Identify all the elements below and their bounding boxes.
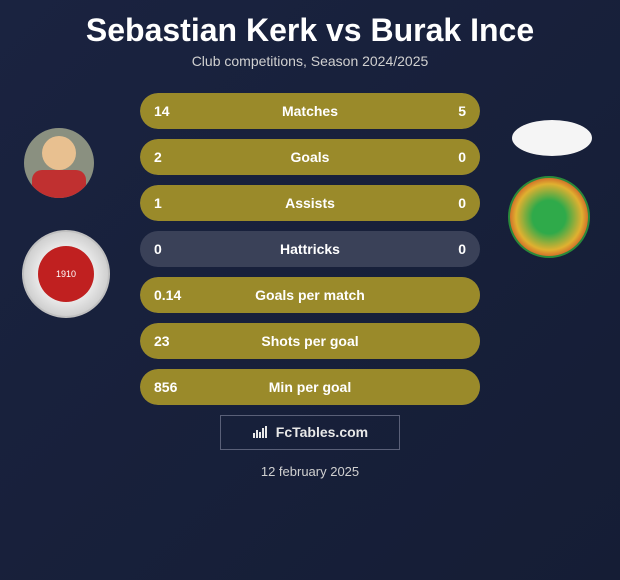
stat-row: 2 0 Goals — [140, 139, 480, 175]
stat-value-left: 2 — [154, 149, 162, 165]
stat-value-left: 1 — [154, 195, 162, 211]
stat-label: Min per goal — [269, 379, 351, 395]
player-right-photo — [512, 120, 592, 156]
stat-row: 856 Min per goal — [140, 369, 480, 405]
stat-row: 0.14 Goals per match — [140, 277, 480, 313]
stat-value-right: 0 — [458, 149, 466, 165]
player-left-photo — [24, 128, 94, 198]
stat-value-left: 23 — [154, 333, 170, 349]
stat-label: Goals — [291, 149, 330, 165]
stat-label: Matches — [282, 103, 338, 119]
stats-container: 14 5 Matches 2 0 Goals 1 0 Assists 0 0 Hattricks 0.1… — [140, 85, 480, 405]
stat-row: 23 Shots per goal — [140, 323, 480, 359]
stat-row: 14 5 Matches — [140, 93, 480, 129]
stat-value-right: 5 — [458, 103, 466, 119]
club-left-badge: 1910 — [22, 230, 110, 318]
footer-date: 12 february 2025 — [0, 464, 620, 479]
stat-fill-left — [140, 93, 392, 129]
stat-label: Shots per goal — [261, 333, 358, 349]
club-right-badge — [508, 176, 590, 258]
page-title: Sebastian Kerk vs Burak Ince — [0, 0, 620, 53]
stat-value-right: 0 — [458, 241, 466, 257]
stat-value-right: 0 — [458, 195, 466, 211]
stat-label: Assists — [285, 195, 335, 211]
chart-icon — [252, 425, 268, 441]
stat-value-left: 0 — [154, 241, 162, 257]
page-subtitle: Club competitions, Season 2024/2025 — [0, 53, 620, 69]
stat-row: 1 0 Assists — [140, 185, 480, 221]
footer-brand-box: FcTables.com — [220, 415, 400, 450]
stat-fill-right — [392, 93, 480, 129]
stat-row: 0 0 Hattricks — [140, 231, 480, 267]
stat-label: Goals per match — [255, 287, 365, 303]
stat-value-left: 0.14 — [154, 287, 181, 303]
stat-value-left: 14 — [154, 103, 170, 119]
footer-brand-text: FcTables.com — [276, 424, 368, 440]
stat-label: Hattricks — [280, 241, 340, 257]
stat-value-left: 856 — [154, 379, 177, 395]
